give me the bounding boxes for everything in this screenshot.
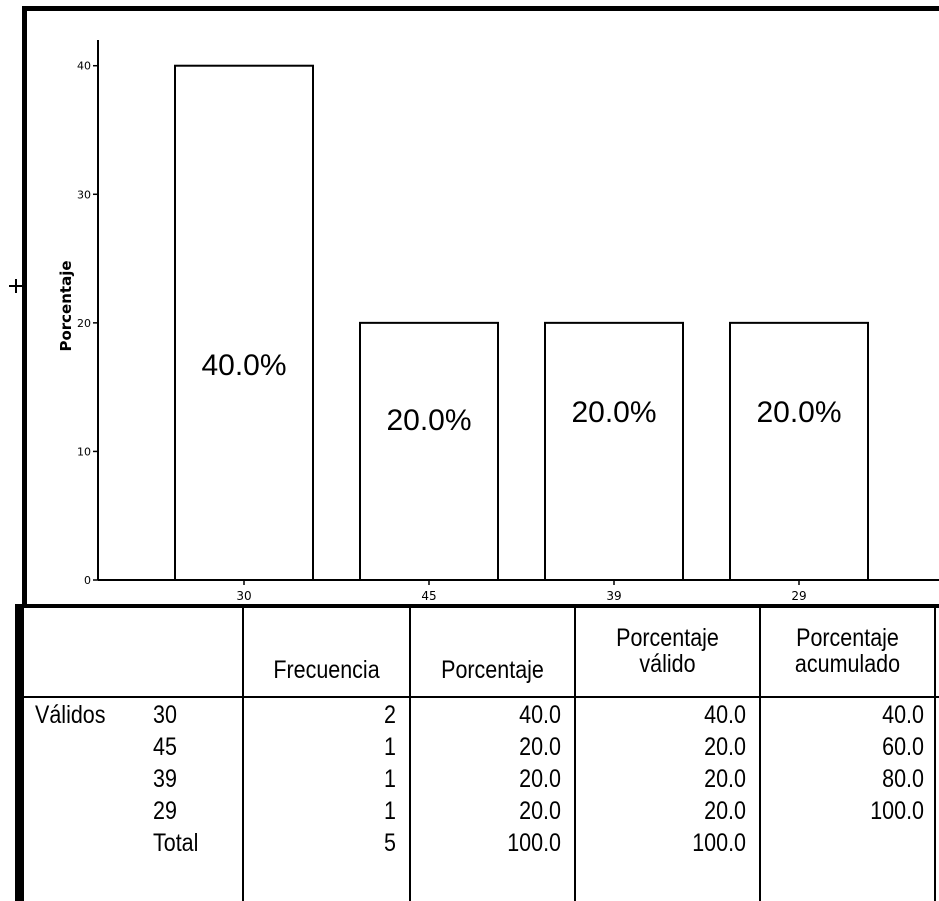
cell-frecuencia: 1 <box>384 733 396 761</box>
cell-label: 30 <box>153 701 177 729</box>
cell-valido: 40.0 <box>704 701 746 729</box>
bar <box>729 321 869 581</box>
column-divider <box>409 608 411 901</box>
bar-data-label: 40.0% <box>201 349 286 382</box>
column-divider <box>242 608 244 901</box>
bar-data-label: 20.0% <box>571 396 656 429</box>
table-frame-left <box>15 604 24 901</box>
header-porcentaje: Porcentaje <box>441 656 544 684</box>
y-tick-label: 20 <box>77 317 91 330</box>
cell-porcentaje: 20.0 <box>519 733 561 761</box>
bar-data-label: 20.0% <box>756 396 841 429</box>
bar-chart: Porcentaje 0 10 20 30 40 40.0% 20.0% 20.0% 20.0… <box>9 6 939 604</box>
cell-porcentaje: 20.0 <box>519 797 561 825</box>
cell-valido: 20.0 <box>704 733 746 761</box>
group-label: Válidos <box>35 701 106 729</box>
bar-data-label: 20.0% <box>386 404 471 437</box>
cell-frecuencia: 5 <box>384 829 396 857</box>
cursor-crosshair-icon <box>9 279 23 293</box>
cell-valido: 100.0 <box>692 829 746 857</box>
chart-frame-left <box>22 6 27 604</box>
cell-acumulado: 100.0 <box>870 797 924 825</box>
cell-valido: 20.0 <box>704 797 746 825</box>
header-porcentaje-acumulado-2: acumulado <box>794 650 901 678</box>
cell-acumulado: 40.0 <box>882 701 924 729</box>
bar <box>544 321 684 581</box>
table-frame-top <box>15 604 939 608</box>
y-tick-label: 10 <box>77 445 91 458</box>
header-divider <box>24 696 939 698</box>
cell-frecuencia: 1 <box>384 797 396 825</box>
header-frecuencia: Frecuencia <box>273 656 380 684</box>
cell-label: Total <box>153 829 199 857</box>
cell-frecuencia: 1 <box>384 765 396 793</box>
header-porcentaje-valido-1: Porcentaje <box>616 624 719 652</box>
cell-acumulado: 80.0 <box>882 765 924 793</box>
x-tick-label: 39 <box>606 589 621 603</box>
cell-frecuencia: 2 <box>384 701 396 729</box>
cell-porcentaje: 20.0 <box>519 765 561 793</box>
cell-label: 39 <box>153 765 177 793</box>
y-axis-label: Porcentaje <box>57 260 75 351</box>
y-tick-label: 0 <box>84 574 91 587</box>
header-porcentaje-acumulado-1: Porcentaje <box>796 624 899 652</box>
y-ticks: 0 10 20 30 40 <box>77 60 98 587</box>
cell-acumulado: 60.0 <box>882 733 924 761</box>
cell-valido: 20.0 <box>704 765 746 793</box>
bars: 40.0% 20.0% 20.0% 20.0% <box>174 64 869 581</box>
cell-porcentaje: 100.0 <box>507 829 561 857</box>
y-tick-label: 40 <box>77 60 91 73</box>
cell-label: 29 <box>153 797 177 825</box>
header-porcentaje-valido-2: válido <box>639 650 696 678</box>
bar <box>174 64 314 581</box>
cell-porcentaje: 40.0 <box>519 701 561 729</box>
chart-frame-top <box>22 6 939 11</box>
cell-label: 45 <box>153 733 177 761</box>
column-divider <box>934 608 936 901</box>
column-divider <box>759 608 761 901</box>
x-tick-label: 29 <box>791 589 806 603</box>
column-divider <box>574 608 576 901</box>
y-tick-label: 30 <box>77 188 91 201</box>
frequency-table: Frecuencia Porcentaje Porcentaje válido … <box>15 604 939 901</box>
x-ticks: 30 45 39 29 <box>236 580 807 603</box>
bar <box>359 321 499 581</box>
x-tick-label: 30 <box>236 589 251 603</box>
x-tick-label: 45 <box>421 589 436 603</box>
